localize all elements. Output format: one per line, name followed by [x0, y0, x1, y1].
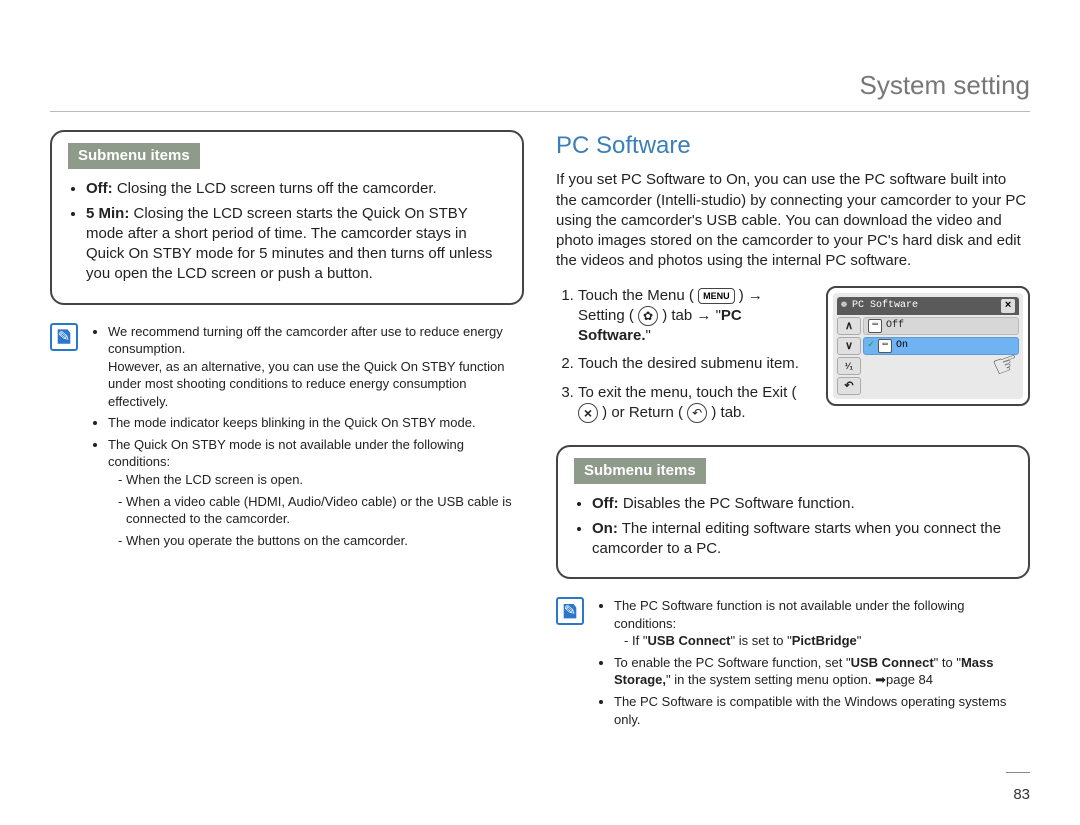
note-block-right: The PC Software function is not availabl… — [556, 597, 1030, 732]
item-text: The internal editing software starts whe… — [592, 520, 1001, 557]
step-list: Touch the Menu ( MENU ) → Setting ( ) ta… — [556, 286, 810, 432]
close-icon[interactable]: × — [1001, 299, 1015, 313]
item-text: Closing the LCD screen starts the Quick … — [86, 205, 492, 283]
pc-icon: ▭ — [868, 319, 882, 333]
lcd-bottom: ↶ — [837, 377, 1019, 395]
note-list: We recommend turning off the camcorder a… — [90, 323, 524, 550]
note-content: We recommend turning off the camcorder a… — [90, 323, 524, 554]
item-key: 5 Min: — [86, 205, 129, 222]
gear-icon — [638, 306, 658, 326]
submenu-label: Submenu items — [574, 458, 706, 484]
scroll-up-button[interactable]: ∧ — [837, 317, 861, 335]
document-page: System setting Submenu items Off: Closin… — [0, 0, 1080, 825]
list-item: 5 Min: Closing the LCD screen starts the… — [86, 204, 506, 285]
lcd-row: ∧ ▭ Off — [837, 317, 1019, 335]
step-item: To exit the menu, touch the Exit ( ) or … — [578, 383, 810, 424]
list-item: Off: Closing the LCD screen turns off th… — [86, 179, 506, 199]
item-text: Disables the PC Software function. — [623, 495, 855, 512]
note-sublist: When the LCD screen is open. When a vide… — [108, 471, 524, 549]
note-subitem: When the LCD screen is open. — [126, 471, 524, 489]
note-block-left: We recommend turning off the camcorder a… — [50, 323, 524, 554]
list-item: Off: Disables the PC Software function. — [592, 494, 1012, 514]
page-number: 83 — [1013, 785, 1030, 805]
pc-icon: ▭ — [878, 339, 892, 353]
item-key: Off: — [592, 495, 619, 512]
submenu-list: Off: Disables the PC Software function. … — [574, 494, 1012, 559]
page-header: System setting — [50, 68, 1030, 112]
step-item: Touch the desired submenu item. — [578, 354, 810, 374]
note-item: To enable the PC Software function, set … — [614, 654, 1030, 689]
note-content: The PC Software function is not availabl… — [596, 597, 1030, 732]
page-number-rule — [1006, 772, 1030, 773]
check-icon: ✓ — [868, 338, 874, 354]
gear-icon: ❁ — [841, 299, 847, 313]
list-item: On: The internal editing software starts… — [592, 519, 1012, 560]
lcd-row: ¹⁄₁ — [837, 357, 1019, 375]
note-icon — [556, 597, 584, 625]
menu-chip-icon: MENU — [698, 288, 735, 304]
note-list: The PC Software function is not availabl… — [596, 597, 1030, 728]
submenu-box-right: Submenu items Off: Disables the PC Softw… — [556, 445, 1030, 579]
note-subitem: When a video cable (HDMI, Audio/Video ca… — [126, 493, 524, 528]
lcd-option-on[interactable]: ✓ ▭ On — [863, 337, 1019, 355]
item-key: Off: — [86, 180, 113, 197]
note-item: We recommend turning off the camcorder a… — [108, 323, 524, 411]
submenu-label: Submenu items — [68, 143, 200, 169]
note-item: The Quick On STBY mode is not available … — [108, 436, 524, 549]
note-subitem: When you operate the buttons on the camc… — [126, 532, 524, 550]
item-key: On: — [592, 520, 618, 537]
right-column: PC Software If you set PC Software to On… — [556, 130, 1030, 746]
note-subitem: If "USB Connect" is set to "PictBridge" — [632, 632, 1030, 650]
intro-paragraph: If you set PC Software to On, you can us… — [556, 170, 1030, 271]
lcd-row: ∨ ✓ ▭ On — [837, 337, 1019, 355]
left-column: Submenu items Off: Closing the LCD scree… — [50, 130, 524, 746]
note-icon — [50, 323, 78, 351]
exit-icon — [578, 403, 598, 423]
step-item: Touch the Menu ( MENU ) → Setting ( ) ta… — [578, 286, 810, 347]
section-title: PC Software — [556, 130, 1030, 162]
note-sublist: If "USB Connect" is set to "PictBridge" — [614, 632, 1030, 650]
lcd-titlebar: ❁ PC Software × — [837, 297, 1019, 315]
lcd-mockup: ❁ PC Software × ∧ ▭ Off — [826, 286, 1030, 406]
note-item: The mode indicator keeps blinking in the… — [108, 414, 524, 432]
content-columns: Submenu items Off: Closing the LCD scree… — [50, 130, 1030, 746]
return-icon — [687, 403, 707, 423]
steps-with-lcd: Touch the Menu ( MENU ) → Setting ( ) ta… — [556, 286, 1030, 446]
note-item: The PC Software is compatible with the W… — [614, 693, 1030, 728]
page-indicator: ¹⁄₁ — [837, 357, 861, 375]
return-button[interactable]: ↶ — [837, 377, 861, 395]
lcd-option-off[interactable]: ▭ Off — [863, 317, 1019, 335]
item-text: Closing the LCD screen turns off the cam… — [117, 180, 437, 197]
lcd-inner: ❁ PC Software × ∧ ▭ Off — [833, 293, 1023, 399]
note-item: The PC Software function is not availabl… — [614, 597, 1030, 650]
lcd-title: PC Software — [852, 299, 918, 313]
submenu-list: Off: Closing the LCD screen turns off th… — [68, 179, 506, 284]
submenu-box-left: Submenu items Off: Closing the LCD scree… — [50, 130, 524, 305]
scroll-down-button[interactable]: ∨ — [837, 337, 861, 355]
